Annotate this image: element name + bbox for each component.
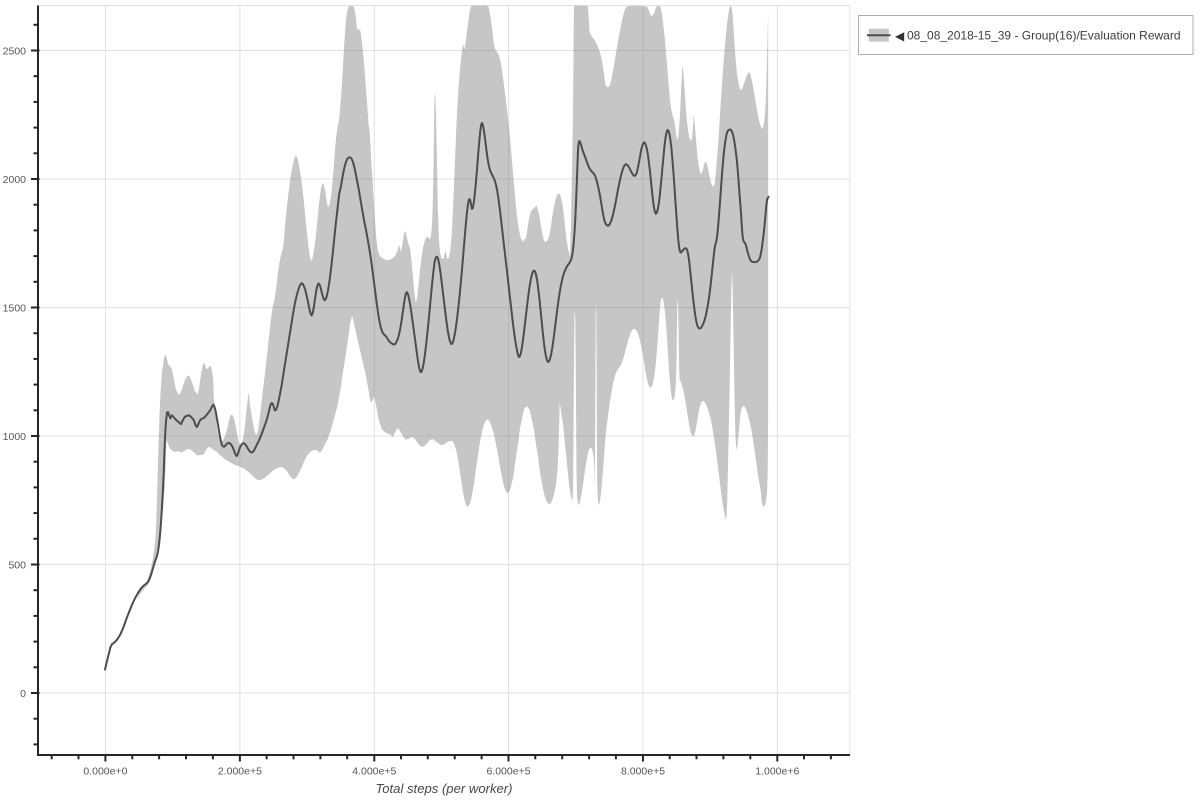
svg-text:08_08_2018-15_39 - Group(16)/E: 08_08_2018-15_39 - Group(16)/Evaluation … (907, 29, 1181, 43)
svg-text:500: 500 (8, 559, 26, 571)
svg-text:2500: 2500 (3, 45, 27, 57)
svg-text:1.000e+6: 1.000e+6 (755, 766, 799, 778)
svg-text:0: 0 (20, 688, 26, 700)
svg-text:6.000e+5: 6.000e+5 (486, 766, 530, 778)
svg-text:2.000e+5: 2.000e+5 (218, 766, 262, 778)
svg-text:◀: ◀ (895, 29, 905, 43)
svg-text:0.000e+0: 0.000e+0 (83, 766, 127, 778)
svg-text:1000: 1000 (3, 431, 27, 443)
svg-text:8.000e+5: 8.000e+5 (621, 766, 665, 778)
svg-text:2000: 2000 (3, 174, 27, 186)
svg-text:1500: 1500 (3, 302, 27, 314)
svg-text:Total steps (per worker): Total steps (per worker) (375, 781, 512, 796)
svg-text:4.000e+5: 4.000e+5 (352, 766, 396, 778)
